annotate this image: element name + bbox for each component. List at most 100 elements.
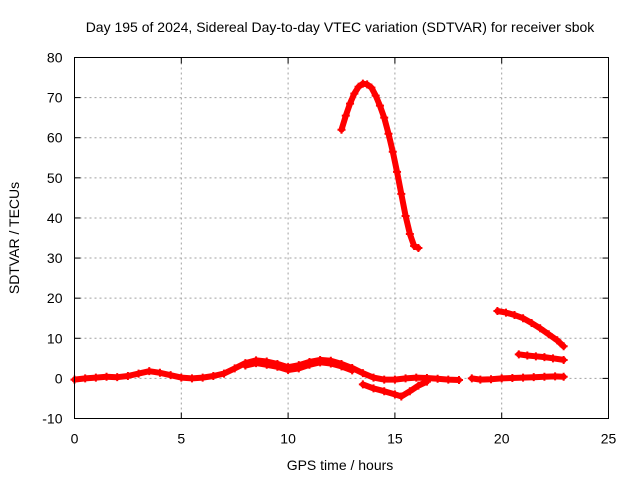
data-point [363, 80, 372, 89]
data-point [81, 374, 90, 383]
data-point [510, 311, 519, 320]
data-point [397, 189, 406, 198]
data-point [337, 362, 346, 371]
data-point [401, 211, 410, 220]
data-point [369, 373, 378, 382]
data-point [252, 359, 261, 368]
grid-lines [74, 57, 609, 419]
data-point [134, 369, 143, 378]
data-point [540, 353, 549, 362]
data-point [326, 359, 335, 368]
y-tick-label: 80 [47, 50, 63, 66]
data-point [380, 375, 389, 384]
data-point [341, 111, 350, 120]
data-point [284, 365, 293, 374]
x-tick: 20 [494, 57, 510, 447]
data-point [187, 374, 196, 383]
data-point [262, 360, 271, 369]
x-tick-label: 15 [387, 431, 403, 447]
data-point [487, 375, 496, 384]
data-point [414, 381, 423, 390]
series-line [514, 350, 568, 364]
x-tick: 15 [387, 57, 403, 447]
data-point [316, 358, 325, 367]
data-point [380, 113, 389, 122]
data-point [412, 373, 421, 382]
x-tick-label: 25 [601, 431, 617, 447]
series-line [467, 372, 568, 384]
y-tick-label: 70 [47, 90, 63, 106]
data-point [230, 364, 239, 373]
data-point [467, 374, 476, 383]
y-tick-label: 40 [47, 210, 63, 226]
series-path [468, 373, 567, 383]
data-point [145, 367, 154, 376]
x-tick-label: 10 [280, 431, 296, 447]
data-point [371, 91, 380, 100]
data-point [405, 387, 414, 396]
y-tick: 30 [47, 250, 609, 266]
data-point [166, 371, 175, 380]
data-point [367, 83, 376, 92]
data-point [497, 374, 506, 383]
data-point [559, 372, 568, 381]
data-point [397, 392, 406, 401]
x-tick: 10 [280, 57, 296, 447]
data-point [519, 314, 528, 323]
data-point [501, 308, 510, 317]
data-point [444, 375, 453, 384]
data-point [523, 351, 532, 360]
data-point [508, 373, 517, 382]
chart-title: Day 195 of 2024, Sidereal Day-to-day VTE… [86, 19, 596, 35]
data-point [401, 374, 410, 383]
data-point [390, 390, 399, 399]
data-point [198, 373, 207, 382]
data-point [241, 361, 250, 370]
x-tick-label: 0 [71, 431, 79, 447]
data-point [544, 330, 553, 339]
data-point [531, 352, 540, 361]
data-point [405, 229, 414, 238]
y-axis-ticks: -10 0 10 20 30 40 50 60 70 80 [42, 50, 609, 427]
data-point [519, 373, 528, 382]
data-point [529, 373, 538, 382]
series-line [493, 307, 568, 351]
data-point [527, 319, 536, 328]
data-point [273, 362, 282, 371]
data-point [390, 375, 399, 384]
data-point [123, 371, 132, 380]
data-point [294, 364, 303, 373]
data-point [422, 377, 431, 386]
y-tick-label: -10 [42, 411, 62, 427]
data-point [113, 373, 122, 382]
data-point [358, 380, 367, 389]
data-point [476, 375, 485, 384]
data-point [433, 374, 442, 383]
data-point [553, 336, 562, 345]
data-point [551, 372, 560, 381]
x-tick-label: 20 [494, 431, 510, 447]
y-tick-label: 10 [47, 330, 63, 346]
y-tick: 50 [47, 170, 609, 186]
data-point [220, 369, 229, 378]
data-point [369, 384, 378, 393]
data-point [393, 167, 402, 176]
data-point [209, 371, 218, 380]
y-tick: 10 [47, 330, 609, 346]
data-point [493, 307, 502, 316]
data-point [348, 366, 357, 375]
data-point [410, 242, 419, 251]
data-point [350, 89, 359, 98]
data-point [102, 372, 111, 381]
data-point [305, 360, 314, 369]
x-axis-ticks: 0 5 10 15 20 25 [71, 57, 617, 447]
series-line [358, 377, 431, 401]
data-point [346, 99, 355, 108]
data-point [414, 244, 423, 253]
series-line [337, 79, 423, 253]
data-point [548, 354, 557, 363]
data-point [388, 147, 397, 156]
y-axis-label: SDTVAR / TECUs [6, 182, 22, 294]
data-point [375, 101, 384, 110]
